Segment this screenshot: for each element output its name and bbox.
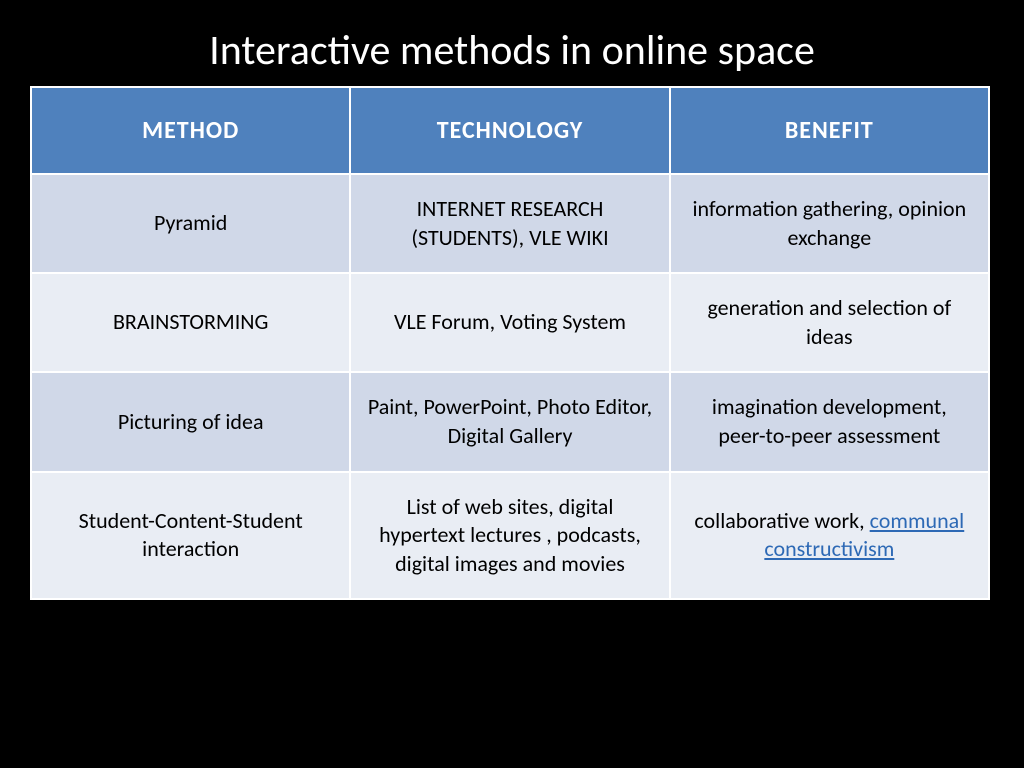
table-row: Student-Content-Student interaction List… (31, 472, 989, 600)
table-row: Pyramid INTERNET RESEARCH (STUDENTS), VL… (31, 174, 989, 273)
benefit-text: collaborative work, (694, 507, 869, 534)
col-benefit: BENEFIT (670, 87, 989, 174)
cell-benefit: imagination development, peer-to-peer as… (670, 372, 989, 471)
slide-title: Interactive methods in online space (30, 25, 994, 76)
cell-technology: List of web sites, digital hypertext lec… (350, 472, 669, 600)
cell-method: Student-Content-Student interaction (31, 472, 350, 600)
cell-benefit: generation and selection of ideas (670, 273, 989, 372)
methods-table: METHOD TECHNOLOGY BENEFIT Pyramid INTERN… (30, 86, 990, 600)
slide: Interactive methods in online space METH… (0, 0, 1024, 768)
col-method: METHOD (31, 87, 350, 174)
table-row: BRAINSTORMING VLE Forum, Voting System g… (31, 273, 989, 372)
cell-benefit: collaborative work, communal constructiv… (670, 472, 989, 600)
table-header-row: METHOD TECHNOLOGY BENEFIT (31, 87, 989, 174)
cell-method: Pyramid (31, 174, 350, 273)
cell-benefit: information gathering, opinion exchange (670, 174, 989, 273)
cell-technology: Paint, PowerPoint, Photo Editor, Digital… (350, 372, 669, 471)
cell-method: BRAINSTORMING (31, 273, 350, 372)
table-row: Picturing of idea Paint, PowerPoint, Pho… (31, 372, 989, 471)
cell-technology: INTERNET RESEARCH (STUDENTS), VLE WIKI (350, 174, 669, 273)
cell-method: Picturing of idea (31, 372, 350, 471)
col-technology: TECHNOLOGY (350, 87, 669, 174)
cell-technology: VLE Forum, Voting System (350, 273, 669, 372)
